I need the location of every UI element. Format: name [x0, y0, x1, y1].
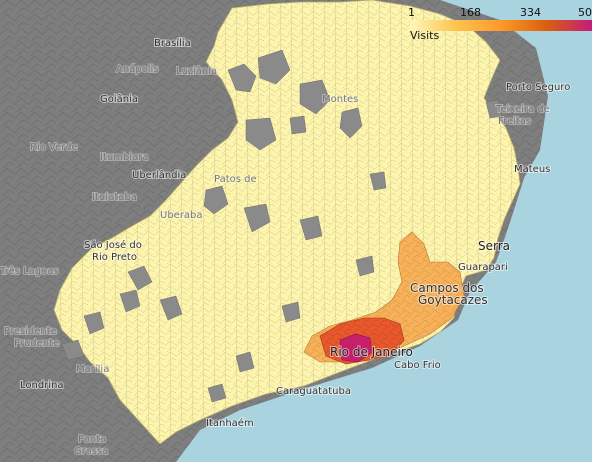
outside-coast-strip	[0, 396, 176, 462]
label-tres-lagoas: Três Lagoas	[0, 265, 59, 277]
label-porto-seguro: Porto Seguro	[506, 82, 570, 93]
label-sao-mateus: Mateus	[514, 164, 550, 175]
label-sao-jose-do-rio-preto: São José do	[84, 239, 142, 251]
label-itanhaem: Itanhaém	[206, 417, 254, 429]
label-londrina: Londrina	[20, 380, 64, 391]
label-presidente-prudente: Presidente	[4, 326, 57, 337]
legend-tick-3: 334	[520, 6, 541, 19]
label-itumbiara: Itumbiara	[100, 152, 148, 163]
label-ituiutaba: Ituiutaba	[92, 192, 137, 203]
label-serra: Serra	[478, 239, 510, 253]
label-prudente-line2: Prudente	[14, 338, 59, 349]
label-campos: Campos dos	[410, 281, 484, 295]
label-rio-verde: Rio Verde	[30, 142, 78, 153]
label-brasilia: Brasília	[154, 37, 191, 49]
legend: 1 168 334 50 Visits	[402, 0, 592, 44]
highest-visits-region	[339, 333, 373, 363]
label-teixeira-de-freitas: Teixeira de	[495, 104, 550, 115]
label-caraguatatuba: Caraguatatuba	[276, 386, 351, 397]
legend-color-ramp	[410, 20, 592, 31]
label-cabo-frio: Cabo Frio	[394, 360, 441, 371]
label-freitas-line2: Freitas	[498, 116, 531, 127]
label-anapolis: Anápolis	[116, 63, 159, 75]
place-labels: Brasília Anápolis Luziânia Goiânia Rio V…	[0, 36, 571, 458]
legend-title: Visits	[410, 29, 440, 42]
label-goytacazes: Goytacazes	[418, 293, 488, 307]
label-guarapari: Guarapari	[458, 262, 508, 273]
label-marilia: Marília	[76, 363, 109, 375]
label-rio-de-janeiro: Rio de Janeiro	[330, 345, 413, 359]
legend-tick-max: 50	[578, 6, 592, 19]
label-montes-claros: Montes	[322, 94, 358, 105]
label-luziania: Luziânia	[176, 65, 217, 77]
legend-tick-2: 168	[460, 6, 481, 19]
label-ponta-grossa: Ponta	[78, 434, 106, 445]
no-data-municipalities	[61, 49, 503, 403]
label-goiania: Goiânia	[100, 93, 138, 105]
label-rio-preto-line2: Rio Preto	[92, 252, 137, 263]
label-uberlandia: Uberlândia	[132, 169, 186, 181]
label-patos-de-minas: Patos de	[214, 174, 257, 185]
label-uberaba: Uberaba	[160, 210, 203, 221]
label-grossa-line2: Grossa	[74, 446, 108, 457]
legend-tick-min: 1	[408, 6, 415, 19]
